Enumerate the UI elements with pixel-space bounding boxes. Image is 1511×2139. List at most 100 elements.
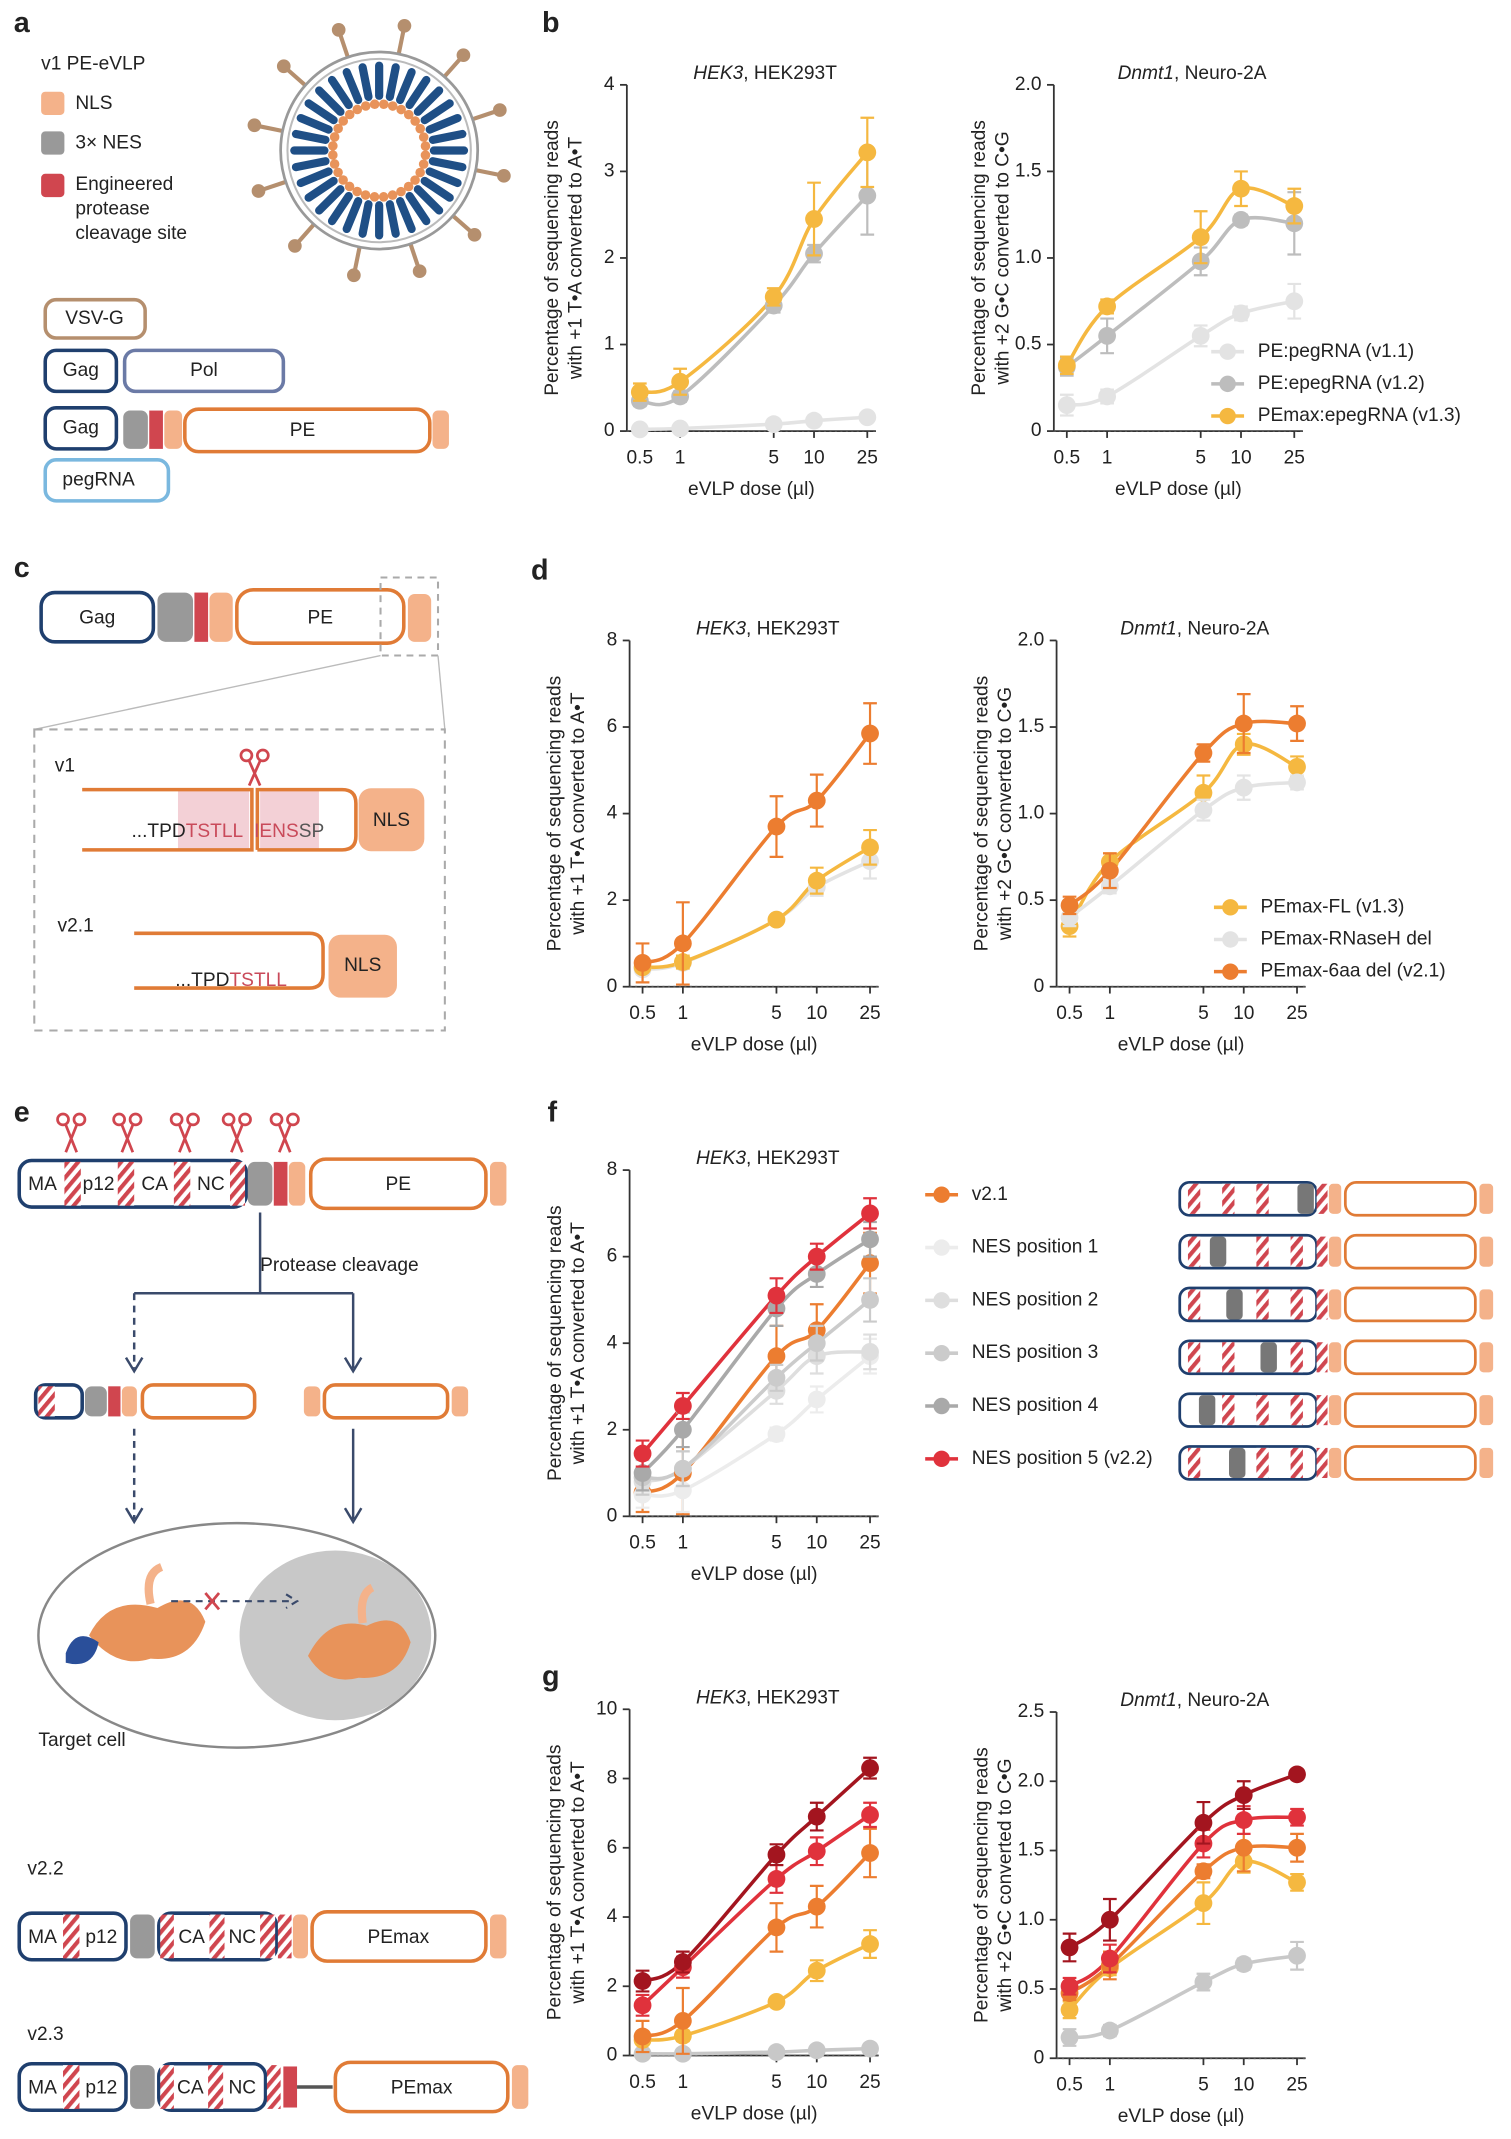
cleavage-site [63,1914,80,1959]
gag [425,113,462,134]
pe [378,192,389,202]
pe [329,159,340,169]
label: v1 PE-eVLP [41,53,145,74]
label: MA [28,1174,57,1195]
nls [1479,1289,1494,1320]
construct-box [1343,1392,1477,1428]
nes [1297,1183,1314,1214]
cleavage-site [1290,1395,1303,1426]
label: protease [75,198,149,219]
label: v1 [55,755,75,776]
y-axis-label: with +2 G•C converted to C•G [992,131,1013,385]
data-point [1060,2000,1079,2019]
nls [1328,1289,1342,1320]
data-point [805,210,823,228]
x-tick-label: 1 [678,1533,689,1554]
spike-head [492,103,507,117]
cleavage-site [1187,1289,1201,1320]
x-axis-label: eVLP dose (µl) [691,1564,818,1585]
label: PE [308,608,334,629]
spike-head [347,268,361,283]
spike [285,67,307,87]
y-tick-label: 1.5 [1018,716,1045,737]
y-tick-label: 6 [607,1246,618,1267]
pe [369,99,380,110]
pe [328,141,338,151]
label: 3× NES [75,133,141,154]
pe [344,109,355,120]
cleavage-site [1256,1447,1269,1479]
spike [408,243,421,268]
cleavage-site [63,2065,80,2109]
chart-title: HEK3, HEK293T [696,1687,840,1708]
x-tick-label: 0.5 [1056,2075,1083,2096]
y-tick-label: 0.5 [1018,889,1045,910]
scissors-ring [112,1112,126,1127]
fit-curve [639,194,869,407]
y-tick-label: 6 [607,716,618,737]
pe [338,175,348,185]
data-point [807,1390,826,1409]
cleavage-site [273,1161,288,1206]
seq: ...TPD [175,970,229,991]
data-point [807,1247,826,1266]
y-axis-label: with +1 T•A converted to A•T [565,136,586,380]
x-tick-label: 5 [771,1003,782,1024]
construct-box [39,590,156,644]
y-tick-label: 8 [607,1768,618,1789]
x-tick-label: 0.5 [629,1003,656,1024]
spike [261,179,287,192]
fit-curve [639,151,869,395]
data-point [671,419,690,438]
legend-marker [933,1397,950,1415]
y-axis-label: with +2 G•C converted to C•G [995,687,1016,941]
construct-box [140,1383,257,1420]
legend-marker [1219,407,1236,425]
pe [420,150,431,160]
data-point [764,288,783,306]
nls [407,593,432,642]
data-point [767,1918,786,1937]
label: v2.2 [27,1858,63,1879]
x-tick-label: 5 [1198,2075,1209,2096]
y-tick-label: 0 [1034,976,1045,997]
cleavage-site [1256,1183,1269,1214]
title-part: , HEK293T [746,619,840,640]
y-axis-label: with +1 T•A converted to A•T [568,692,589,936]
y-tick-label: 2 [604,247,615,268]
data-point [1288,714,1306,733]
data-point [861,724,879,743]
nls [1328,1183,1342,1214]
data-point [633,2027,652,2046]
nls [121,1386,137,1417]
nls [1479,1183,1494,1214]
data-point [1288,1946,1306,1965]
y-tick-label: 0 [1034,2047,1045,2068]
data-point [1060,2028,1079,2047]
label: CA [141,1174,168,1195]
y-tick-label: 2.5 [1018,1701,1045,1722]
title-part: Dnmt1 [1118,63,1174,84]
data-point [1098,326,1117,345]
chart: 0 2 4 6 8 0.5 1 5 10 25 eVLP dose (µl) Percentage o… [545,619,881,1056]
x-tick-label: 5 [771,1533,782,1554]
data-point [1098,297,1117,316]
nls [1479,1236,1494,1267]
data-point [858,408,877,427]
spike [442,56,463,79]
arrow [134,1212,363,1374]
legend-label: PEmax:epegRNA (v1.3) [1258,405,1461,426]
x-tick-label: 25 [859,1003,880,1024]
construct-box [1343,1286,1477,1323]
pe [328,150,338,160]
cleavage-site [149,410,163,449]
fit-curve [1068,719,1298,907]
chart-title: Dnmt1, Neuro-2A [1120,1690,1269,1711]
cleavage-site [1187,1342,1201,1373]
data-point [807,791,826,810]
label: PEmax [391,2077,453,2098]
chart: 0 2 4 6 8 10 0.5 1 5 10 25 eVLP dose (µl) Percentage… [545,1687,881,2124]
spike-head [412,264,427,279]
legend-marker [933,1450,950,1468]
